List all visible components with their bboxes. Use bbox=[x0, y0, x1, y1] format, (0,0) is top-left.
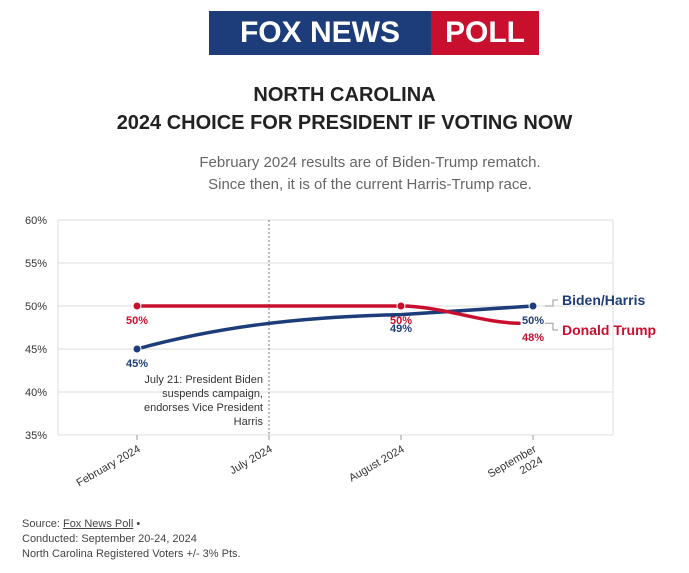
series-line-donald-trump bbox=[135, 304, 521, 325]
y-tick-label: 45% bbox=[25, 344, 47, 356]
data-point bbox=[132, 301, 142, 311]
footer-sample: North Carolina Registered Voters +/- 3% … bbox=[22, 548, 241, 560]
logo-fox-news: FOX NEWS bbox=[209, 11, 431, 55]
chart-subtitle-line1: February 2024 results are of Biden-Trump… bbox=[199, 154, 541, 171]
data-label-trump-sep: 48% bbox=[522, 332, 544, 344]
y-tick-label: 60% bbox=[25, 215, 47, 227]
chart-grid bbox=[57, 219, 614, 436]
chart-axes: 60% 55% 50% 45% 40% 35% February 2024 July 2024… bbox=[25, 215, 545, 489]
x-tick-label-group: August 2024 bbox=[347, 443, 407, 484]
chart-title-line1: NORTH CAROLINA bbox=[253, 84, 436, 106]
y-tick-label: 50% bbox=[25, 301, 47, 313]
chart-subtitle-line2: Since then, it is of the current Harris-… bbox=[208, 176, 532, 193]
data-label-biden-aug: 49% bbox=[390, 323, 412, 335]
source-link[interactable]: Fox News Poll bbox=[62, 518, 134, 530]
data-label-biden-sep: 50% bbox=[522, 315, 544, 327]
chart-series bbox=[132, 301, 538, 354]
series-name-donald-trump: Donald Trump bbox=[562, 322, 656, 338]
x-tick-label: February 2024 bbox=[75, 443, 143, 489]
data-label-trump-feb: 50% bbox=[126, 315, 148, 327]
logo-poll: POLL bbox=[431, 11, 539, 55]
footer-conducted: Conducted: September 20-24, 2024 bbox=[22, 533, 197, 545]
series-line-biden-harris bbox=[135, 304, 535, 351]
series-label-connector bbox=[545, 322, 558, 331]
data-point bbox=[528, 301, 538, 311]
chart-title-line2: 2024 CHOICE FOR PRESIDENT IF VOTING NOW bbox=[116, 112, 573, 134]
fox-news-poll-logo: FOX NEWS POLL bbox=[209, 11, 539, 55]
data-point bbox=[396, 301, 406, 311]
series-label-connector bbox=[545, 299, 558, 307]
event-annotation: July 21: President Biden suspends campaig… bbox=[144, 220, 270, 435]
y-tick-label: 35% bbox=[25, 430, 47, 442]
y-tick-label: 55% bbox=[25, 258, 47, 270]
event-annotation-text: Harris bbox=[234, 416, 264, 428]
event-annotation-text: endorses Vice President bbox=[144, 402, 263, 414]
x-tick-label: August 2024 bbox=[347, 443, 407, 484]
line-chart: 60% 55% 50% 45% 40% 35% February 2024 July 2024… bbox=[25, 215, 656, 489]
data-label-trump-aug: 50% bbox=[390, 315, 412, 327]
data-label-biden-feb: 45% bbox=[126, 358, 148, 370]
data-point bbox=[132, 344, 142, 354]
event-annotation-text: July 21: President Biden bbox=[144, 374, 263, 386]
y-tick-label: 40% bbox=[25, 387, 47, 399]
footer-source: Source: Fox News Poll • bbox=[22, 518, 141, 530]
event-annotation-text: suspends campaign, bbox=[162, 388, 263, 400]
x-tick-label-group: July 2024 bbox=[228, 443, 275, 477]
series-name-biden-harris: Biden/Harris bbox=[562, 292, 645, 308]
x-tick-label-group: February 2024 bbox=[75, 443, 143, 489]
x-tick-label: July 2024 bbox=[228, 443, 275, 477]
